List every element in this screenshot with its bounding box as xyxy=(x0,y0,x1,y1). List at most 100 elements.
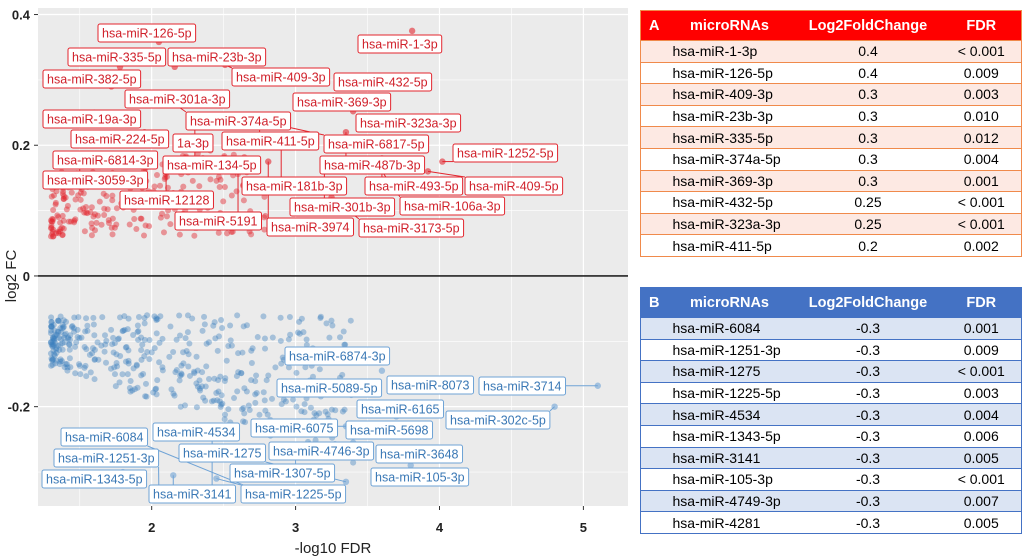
data-point xyxy=(61,339,68,346)
data-point xyxy=(50,321,57,328)
label-box xyxy=(292,92,392,112)
label-text: hsa-miR-5191 xyxy=(179,215,258,229)
label-text: hsa-miR-302c-5p xyxy=(450,414,546,428)
cell-fdr: 0.007 xyxy=(941,489,1022,512)
data-point xyxy=(154,316,161,323)
cell-log2fc: 0.3 xyxy=(794,104,942,127)
cell-log2fc: -0.3 xyxy=(794,338,942,361)
data-point xyxy=(193,380,200,387)
cell-log2fc: 0.4 xyxy=(794,61,942,84)
labeled-point xyxy=(424,168,432,175)
data-point xyxy=(50,207,57,214)
data-point xyxy=(300,329,307,336)
label-box xyxy=(162,155,262,175)
point-label: hsa-miR-126-5p xyxy=(97,23,197,43)
point-label: hsa-miR-374a-5p xyxy=(185,111,292,131)
data-point xyxy=(66,346,73,353)
data-point xyxy=(91,376,98,383)
data-point xyxy=(193,404,200,411)
data-point xyxy=(293,403,300,410)
label-text: 1a-3p xyxy=(177,137,209,151)
data-point xyxy=(95,356,102,363)
data-point xyxy=(151,313,158,320)
upregulated-table: A microRNAs Log2FoldChange FDR hsa-miR-1… xyxy=(640,10,1022,257)
data-point xyxy=(238,369,245,376)
data-point xyxy=(301,401,308,408)
data-point xyxy=(307,404,314,411)
data-point xyxy=(91,227,98,234)
data-point xyxy=(60,217,67,224)
data-point xyxy=(172,369,179,376)
label-box xyxy=(240,484,347,504)
data-point xyxy=(54,328,61,335)
label-box xyxy=(231,67,331,87)
data-point xyxy=(141,336,148,343)
cell-fdr: 0.002 xyxy=(941,234,1022,257)
data-point xyxy=(57,336,64,343)
data-point xyxy=(138,356,145,363)
point-label: hsa-miR-3714 xyxy=(478,376,567,396)
data-point xyxy=(133,226,140,233)
data-point xyxy=(248,359,255,366)
data-point xyxy=(103,337,110,344)
data-point xyxy=(157,214,164,221)
data-point xyxy=(202,383,209,390)
data-point xyxy=(109,231,116,238)
data-point xyxy=(211,319,218,326)
data-point xyxy=(65,334,72,341)
row-spacer xyxy=(640,104,665,127)
data-point xyxy=(173,336,180,343)
data-point xyxy=(261,335,268,342)
data-point xyxy=(66,355,73,362)
data-point xyxy=(62,330,69,337)
data-point xyxy=(82,328,89,335)
cell-log2fc: -0.3 xyxy=(794,424,942,448)
data-point xyxy=(328,406,335,413)
point-label: hsa-miR-6814-3p xyxy=(52,150,159,170)
data-point xyxy=(153,316,160,323)
data-point xyxy=(196,377,203,384)
data-point xyxy=(279,354,286,361)
data-point xyxy=(135,328,142,335)
data-point xyxy=(48,319,55,326)
col-header-log2fc: Log2FoldChange xyxy=(794,10,942,41)
data-point xyxy=(63,318,70,325)
point-label: hsa-miR-409-3p xyxy=(231,67,331,87)
data-point xyxy=(313,412,320,419)
col-header-fdr: FDR xyxy=(941,10,1022,41)
label-box xyxy=(148,484,237,504)
data-point xyxy=(303,336,310,343)
label-box xyxy=(241,176,348,196)
data-point xyxy=(64,367,71,374)
label-box xyxy=(364,176,464,196)
labeled-point xyxy=(170,472,177,479)
row-spacer xyxy=(640,212,665,235)
data-point xyxy=(287,331,294,338)
data-point xyxy=(53,332,60,339)
data-point xyxy=(171,392,178,399)
label-text: hsa-miR-409-5p xyxy=(469,180,559,194)
data-point xyxy=(113,221,120,228)
point-label: hsa-miR-3648 xyxy=(375,444,464,464)
data-point xyxy=(242,419,249,426)
y-axis-label: log2 FC xyxy=(3,250,20,303)
data-point xyxy=(59,340,66,347)
point-label: hsa-miR-411-5p xyxy=(221,131,320,151)
point-label: hsa-miR-301b-3p xyxy=(289,197,396,217)
cell-microrna: hsa-miR-6084 xyxy=(664,317,795,340)
data-point xyxy=(142,222,149,229)
row-spacer xyxy=(640,126,665,149)
data-point xyxy=(101,348,108,355)
cell-microrna: hsa-miR-1275 xyxy=(664,360,795,383)
data-point xyxy=(332,407,339,414)
cell-microrna: hsa-miR-105-3p xyxy=(664,468,795,491)
data-point xyxy=(90,314,97,321)
data-point xyxy=(252,391,259,398)
label-text: hsa-miR-126-5p xyxy=(102,27,192,41)
data-point xyxy=(184,312,191,319)
data-point xyxy=(83,204,90,211)
data-point xyxy=(53,230,60,237)
cell-log2fc: 0.25 xyxy=(794,191,942,214)
data-point xyxy=(48,341,55,348)
point-label: hsa-miR-6874-3p xyxy=(284,346,391,366)
